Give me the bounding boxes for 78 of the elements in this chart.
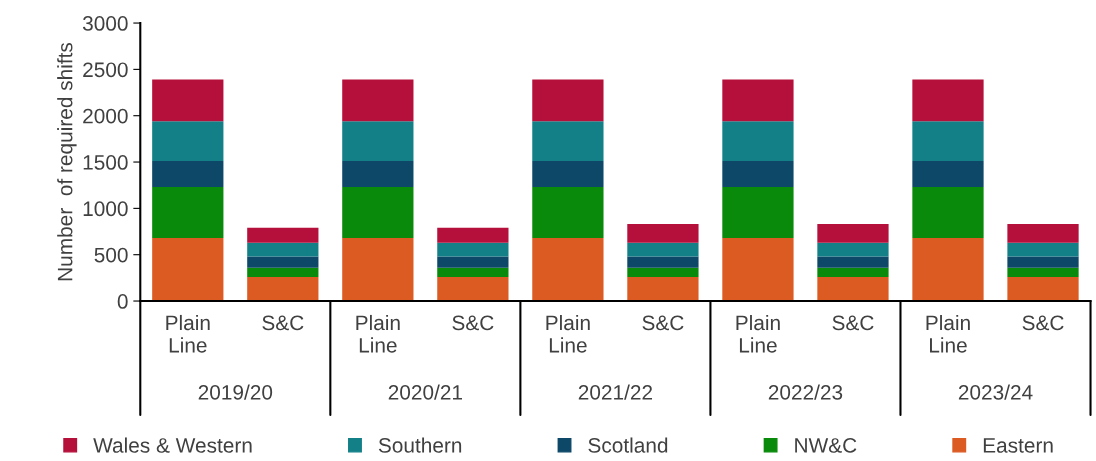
bar <box>817 242 889 257</box>
bar <box>722 187 794 239</box>
bar <box>342 187 414 239</box>
bar <box>532 121 604 162</box>
bar <box>722 161 794 188</box>
bar <box>247 256 319 268</box>
y-tick-label: 500 <box>94 247 128 263</box>
legend-label: Eastern <box>983 438 1053 453</box>
bar <box>152 121 224 162</box>
text: 2020/21 <box>388 384 462 400</box>
bar <box>817 267 889 277</box>
bar <box>342 238 414 302</box>
bar <box>247 276 319 302</box>
text: 2023/24 <box>958 384 1033 400</box>
bar <box>152 161 224 188</box>
y-axis-title: Number of required shifts <box>57 42 77 281</box>
bar <box>532 79 604 122</box>
bar <box>1007 242 1079 257</box>
bar <box>247 227 319 243</box>
legend-label: Southern <box>378 437 462 453</box>
bar <box>627 242 699 257</box>
y-tick-label: 3000 <box>82 16 128 31</box>
text: 2019/20 <box>198 384 273 400</box>
bar <box>722 238 794 302</box>
bar <box>532 161 604 188</box>
x-tick-label: S&C <box>1022 315 1064 331</box>
bar <box>247 267 319 277</box>
y-tick-label: 2500 <box>83 62 128 78</box>
bar <box>532 187 604 239</box>
bar <box>1007 267 1079 277</box>
x-tick-label: Plain Line <box>356 314 400 353</box>
bar <box>437 256 509 268</box>
bar <box>437 267 509 277</box>
text: 2022/23 <box>768 384 843 400</box>
bar <box>1007 276 1079 302</box>
bar <box>152 238 224 302</box>
y-tick-label: 1500 <box>83 155 128 170</box>
x-tick-label: Plain Line <box>926 314 970 353</box>
legend-label: NW&C <box>795 438 857 453</box>
bar <box>627 224 699 243</box>
y-tick-label: 2000 <box>83 108 128 124</box>
legend-label: Scotland <box>588 437 668 453</box>
bar <box>437 276 509 302</box>
bar <box>722 79 794 122</box>
bar <box>437 227 509 243</box>
bar <box>437 242 509 257</box>
x-tick-label: S&C <box>832 315 874 331</box>
bar <box>912 238 984 302</box>
bar <box>627 256 699 268</box>
y-tick-label: 1000 <box>83 201 128 217</box>
x-tick-label: S&C <box>452 315 494 331</box>
bar <box>912 161 984 188</box>
bar <box>342 79 414 122</box>
text: 2021/22 <box>578 384 653 400</box>
x-tick-label: S&C <box>642 315 684 331</box>
bar <box>1007 256 1079 268</box>
bar <box>247 242 319 257</box>
bar <box>912 79 984 122</box>
x-tick-label: Plain Line <box>546 314 590 353</box>
bar <box>817 276 889 302</box>
x-tick-label: Plain Line <box>166 314 210 353</box>
bar <box>1007 224 1079 243</box>
bar <box>817 256 889 268</box>
bar <box>342 121 414 162</box>
bar <box>817 224 889 243</box>
bar <box>152 187 224 239</box>
y-tick-label: 0 <box>117 294 128 309</box>
bar <box>627 267 699 277</box>
bar <box>152 79 224 122</box>
x-tick-label: Plain Line <box>736 314 780 353</box>
bar <box>342 161 414 188</box>
bar <box>912 187 984 239</box>
bar <box>722 121 794 162</box>
bar <box>627 276 699 302</box>
bar <box>532 238 604 302</box>
x-tick-label: S&C <box>262 315 304 331</box>
legend-label: Wales & Western <box>93 437 252 453</box>
bar <box>912 121 984 162</box>
